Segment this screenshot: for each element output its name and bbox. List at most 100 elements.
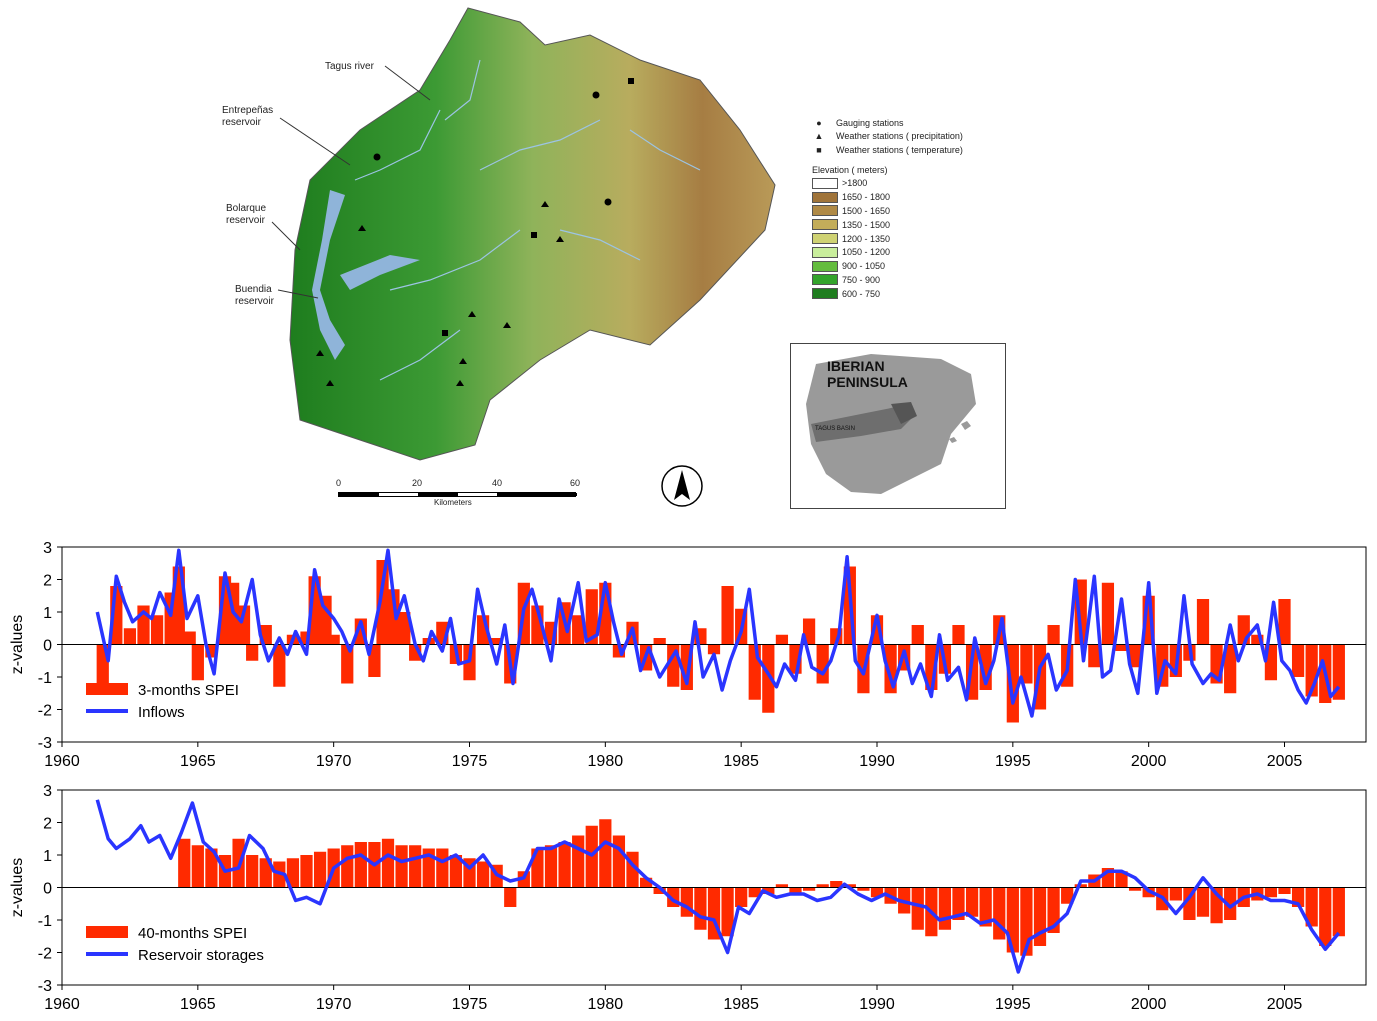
legend-temperature: ■ Weather stations ( temperature)	[812, 143, 1012, 157]
spei-bar	[1074, 884, 1087, 888]
spei-bar	[1264, 887, 1278, 898]
label-buendia: Buendia reservoir	[235, 284, 274, 308]
x-tick-label: 1990	[859, 753, 895, 770]
spei-bar	[490, 638, 503, 645]
y-tick-label: 0	[43, 881, 52, 898]
spei-bar	[735, 887, 748, 907]
y-axis-label: z-values	[9, 858, 26, 918]
precipitation-station-marker	[503, 322, 511, 328]
x-tick-label: 1995	[995, 996, 1031, 1013]
square-icon: ■	[816, 144, 822, 155]
river-line	[389, 229, 521, 291]
spei-bar	[572, 615, 585, 645]
x-tick-label: 1990	[859, 996, 895, 1013]
spei-bar	[436, 848, 449, 888]
spei-bar	[544, 845, 558, 888]
x-tick-label: 1985	[723, 753, 759, 770]
spei-bar	[398, 612, 411, 645]
spei-bar	[653, 638, 666, 645]
spei-bar	[1128, 644, 1142, 668]
spei-bar	[300, 855, 313, 888]
scale-tick: 40	[492, 478, 503, 488]
spei-bar	[857, 887, 870, 891]
leader-line	[271, 221, 301, 251]
temperature-station-marker	[531, 232, 537, 238]
north-arrow-icon	[661, 465, 703, 507]
spei-bar	[504, 887, 517, 907]
x-tick-label: 1960	[44, 753, 80, 770]
spei-bar	[843, 884, 856, 888]
y-tick-label: -2	[38, 946, 52, 963]
spei-bar	[830, 881, 843, 888]
scale-segment	[339, 493, 379, 496]
elevation-swatch	[812, 233, 838, 245]
spei-bar	[1128, 887, 1142, 891]
spei-bar	[802, 887, 816, 891]
spei-bar	[1332, 887, 1345, 937]
y-tick-label: 1	[43, 605, 52, 622]
elevation-swatch	[812, 177, 838, 189]
spei-bar	[123, 628, 137, 645]
spei-bar	[694, 887, 707, 930]
label-line: Bolarque	[226, 203, 267, 214]
spei-bar	[816, 884, 829, 888]
x-tick-label: 1985	[723, 996, 759, 1013]
y-tick-label: -1	[38, 670, 52, 687]
temperature-station-marker	[628, 78, 634, 84]
precipitation-station-marker	[459, 358, 467, 364]
x-tick-label: 1980	[588, 753, 624, 770]
legend-label: Weather stations ( temperature)	[836, 144, 963, 155]
spei-bar	[1047, 625, 1060, 645]
gauging-station-marker	[373, 153, 381, 161]
legend-bar-swatch	[86, 926, 128, 938]
legend-line-label: Reservoir storages	[138, 947, 264, 964]
spei-bar	[341, 845, 354, 888]
x-tick-label: 1960	[44, 996, 80, 1013]
peninsula-shape	[806, 354, 976, 494]
y-tick-label: 3	[43, 783, 52, 800]
spei-bar	[395, 845, 408, 888]
x-tick-label: 2000	[1131, 753, 1167, 770]
legend-label: Gauging stations	[836, 117, 904, 128]
spei-bar	[558, 842, 571, 888]
spei-bar	[246, 644, 259, 661]
spei-bar	[789, 887, 802, 894]
inset-basin-label: TAGUS BASIN	[815, 426, 855, 432]
x-tick-label: 2005	[1267, 753, 1303, 770]
x-tick-label: 1965	[180, 753, 216, 770]
spei-bar	[1251, 634, 1264, 645]
spei-bar	[911, 625, 924, 645]
precipitation-station-marker	[358, 225, 366, 231]
river-line	[559, 229, 641, 261]
label-line: Entrepeñas	[222, 105, 274, 116]
spei-bar	[1115, 871, 1128, 888]
spei-bar	[572, 835, 585, 888]
legend-label: Weather stations ( precipitation)	[836, 131, 963, 142]
inset-map: IBERIAN PENINSULA TAGUS BASIN	[790, 343, 1006, 509]
legend-line-label: Inflows	[138, 704, 185, 721]
spei-bar	[1115, 644, 1128, 651]
spei-bar	[1291, 644, 1305, 677]
scale-tick: 0	[336, 478, 342, 488]
river-line	[444, 59, 481, 121]
y-tick-label: 2	[43, 573, 52, 590]
elevation-label: 1350 - 1500	[842, 219, 891, 230]
spei-bar	[585, 589, 598, 645]
spei-bar	[965, 887, 979, 917]
river-line	[379, 329, 461, 381]
y-tick-label: -1	[38, 913, 52, 930]
spei-bar	[1237, 615, 1250, 645]
precipitation-station-marker	[556, 236, 564, 242]
elevation-swatch	[812, 274, 838, 286]
label-line: reservoir	[222, 117, 261, 128]
label-line: Buendia	[235, 284, 272, 295]
temperature-station-marker	[442, 330, 448, 336]
spei-bar	[354, 842, 367, 888]
spei-bar	[707, 644, 721, 655]
elevation-label: 1200 - 1350	[842, 233, 891, 244]
x-tick-label: 1970	[316, 996, 352, 1013]
spei-bar	[762, 887, 775, 894]
spei-bar	[762, 644, 775, 713]
spei-bar	[246, 855, 259, 888]
